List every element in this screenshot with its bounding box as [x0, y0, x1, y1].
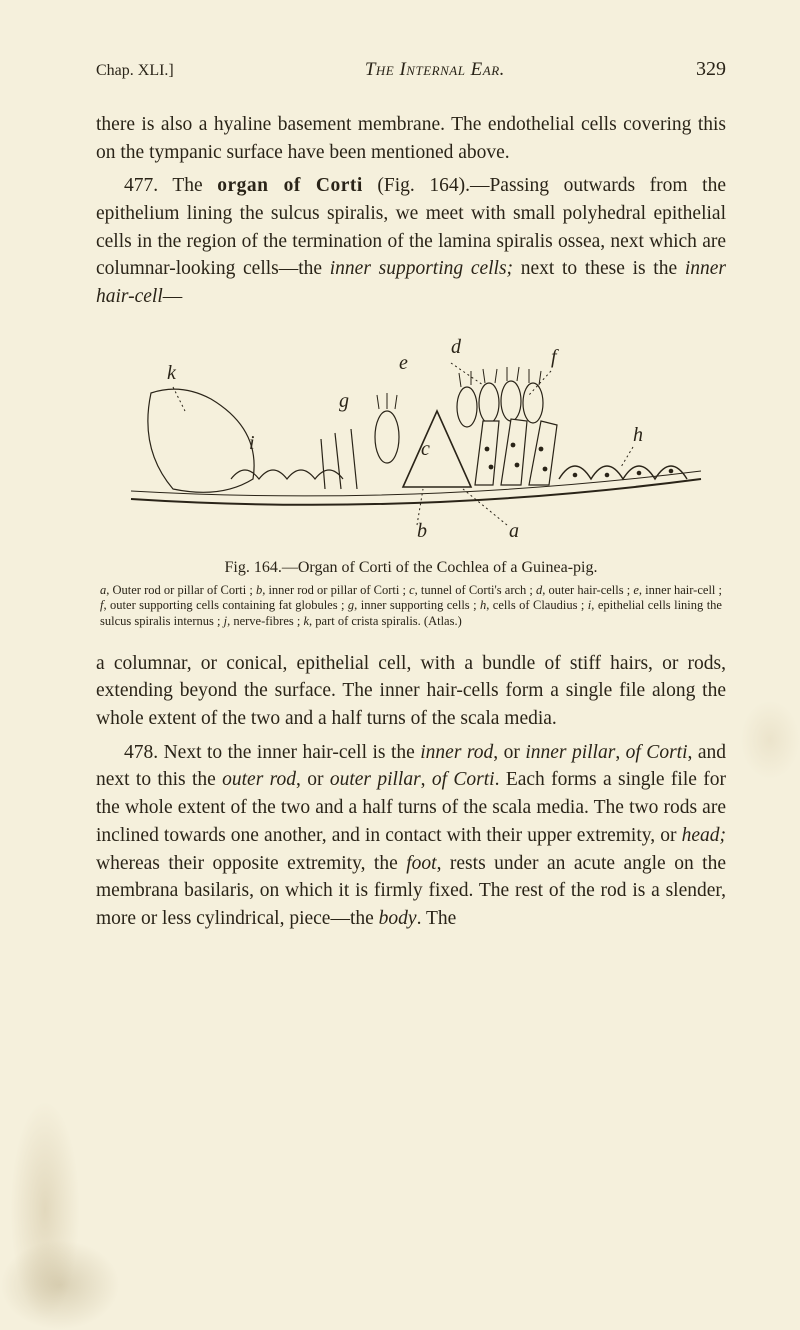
p4-it7: head; [682, 825, 726, 846]
chapter-ref: Chap. XLI.] [96, 62, 174, 80]
p4-it2: inner pillar [525, 742, 615, 763]
figure-label-b: b [417, 520, 427, 542]
figure-164-svg: k i g e c d f h b a [111, 329, 711, 549]
leg-8: , cells of Claudius ; [486, 598, 588, 612]
leg-6: , outer supporting cells containing fat … [103, 598, 347, 612]
paragraph-2: 477. The organ of Corti (Fig. 164).—Pass… [96, 172, 726, 310]
p2-lead: 477. The [124, 175, 217, 196]
leg-10: , nerve-fibres ; [227, 614, 303, 628]
p4-it6: of Corti [432, 769, 495, 790]
paragraph-1: there is also a hyaline basement membran… [96, 111, 726, 166]
p4-e: , [421, 769, 432, 790]
figure-164: k i g e c d f h b a Fig. 164.—Organ of Corti of t… [96, 329, 726, 630]
figure-label-f: f [551, 346, 559, 368]
p2-bold: organ of Corti [217, 175, 363, 196]
p4-lead: 478. Next to the inner hair-cell is the [124, 742, 420, 763]
leg-7: , inner supporting cells ; [354, 598, 480, 612]
p4-it5: outer pillar [330, 769, 421, 790]
figure-label-a: a [509, 520, 519, 542]
p4-a: , or [493, 742, 525, 763]
page-stain [0, 1240, 120, 1330]
leg-11: , part of crista spiralis. (Atlas.) [309, 614, 462, 628]
leg-4: , outer hair-cells ; [542, 583, 633, 597]
paragraph-3: a columnar, or conical, epithelial cell,… [96, 650, 726, 733]
figure-label-d: d [451, 336, 462, 358]
leg-5: , inner hair-cell ; [639, 583, 722, 597]
paragraph-4: 478. Next to the inner hair-cell is the … [96, 739, 726, 933]
p4-it3: of Corti [626, 742, 688, 763]
running-title: The Internal Ear. [365, 59, 505, 81]
p4-i: . The [417, 908, 457, 929]
p4-g: whereas their opposite extremity, the [96, 853, 406, 874]
p2-c: next to these is the [513, 258, 685, 279]
figure-label-h: h [633, 424, 643, 446]
p4-it4: outer rod [222, 769, 296, 790]
figure-label-i: i [249, 432, 255, 454]
figure-caption: Fig. 164.—Organ of Corti of the Cochlea … [96, 559, 726, 577]
figure-label-k: k [167, 362, 177, 384]
p4-it8: foot [406, 853, 436, 874]
figure-label-g: g [339, 390, 349, 412]
p4-it9: body [379, 908, 417, 929]
figure-label-c: c [421, 438, 430, 460]
running-header: Chap. XLI.] The Internal Ear. 329 [96, 58, 726, 81]
p4-b: , [615, 742, 625, 763]
leg-2: , inner rod or pillar of Corti ; [262, 583, 409, 597]
p4-d: , or [296, 769, 330, 790]
page-stain [10, 1100, 80, 1320]
page-number: 329 [696, 58, 726, 81]
p4-it1: inner rod [420, 742, 493, 763]
p2-it1: inner supporting cells; [330, 258, 513, 279]
figure-label-e: e [399, 352, 408, 374]
page-stain [740, 700, 800, 780]
p2-tail: — [163, 286, 183, 307]
leg-3: , tunnel of Corti's arch ; [415, 583, 536, 597]
figure-legend: a, Outer rod or pillar of Corti ; b, inn… [100, 583, 722, 630]
leg-1: , Outer rod or pillar of Corti ; [106, 583, 256, 597]
